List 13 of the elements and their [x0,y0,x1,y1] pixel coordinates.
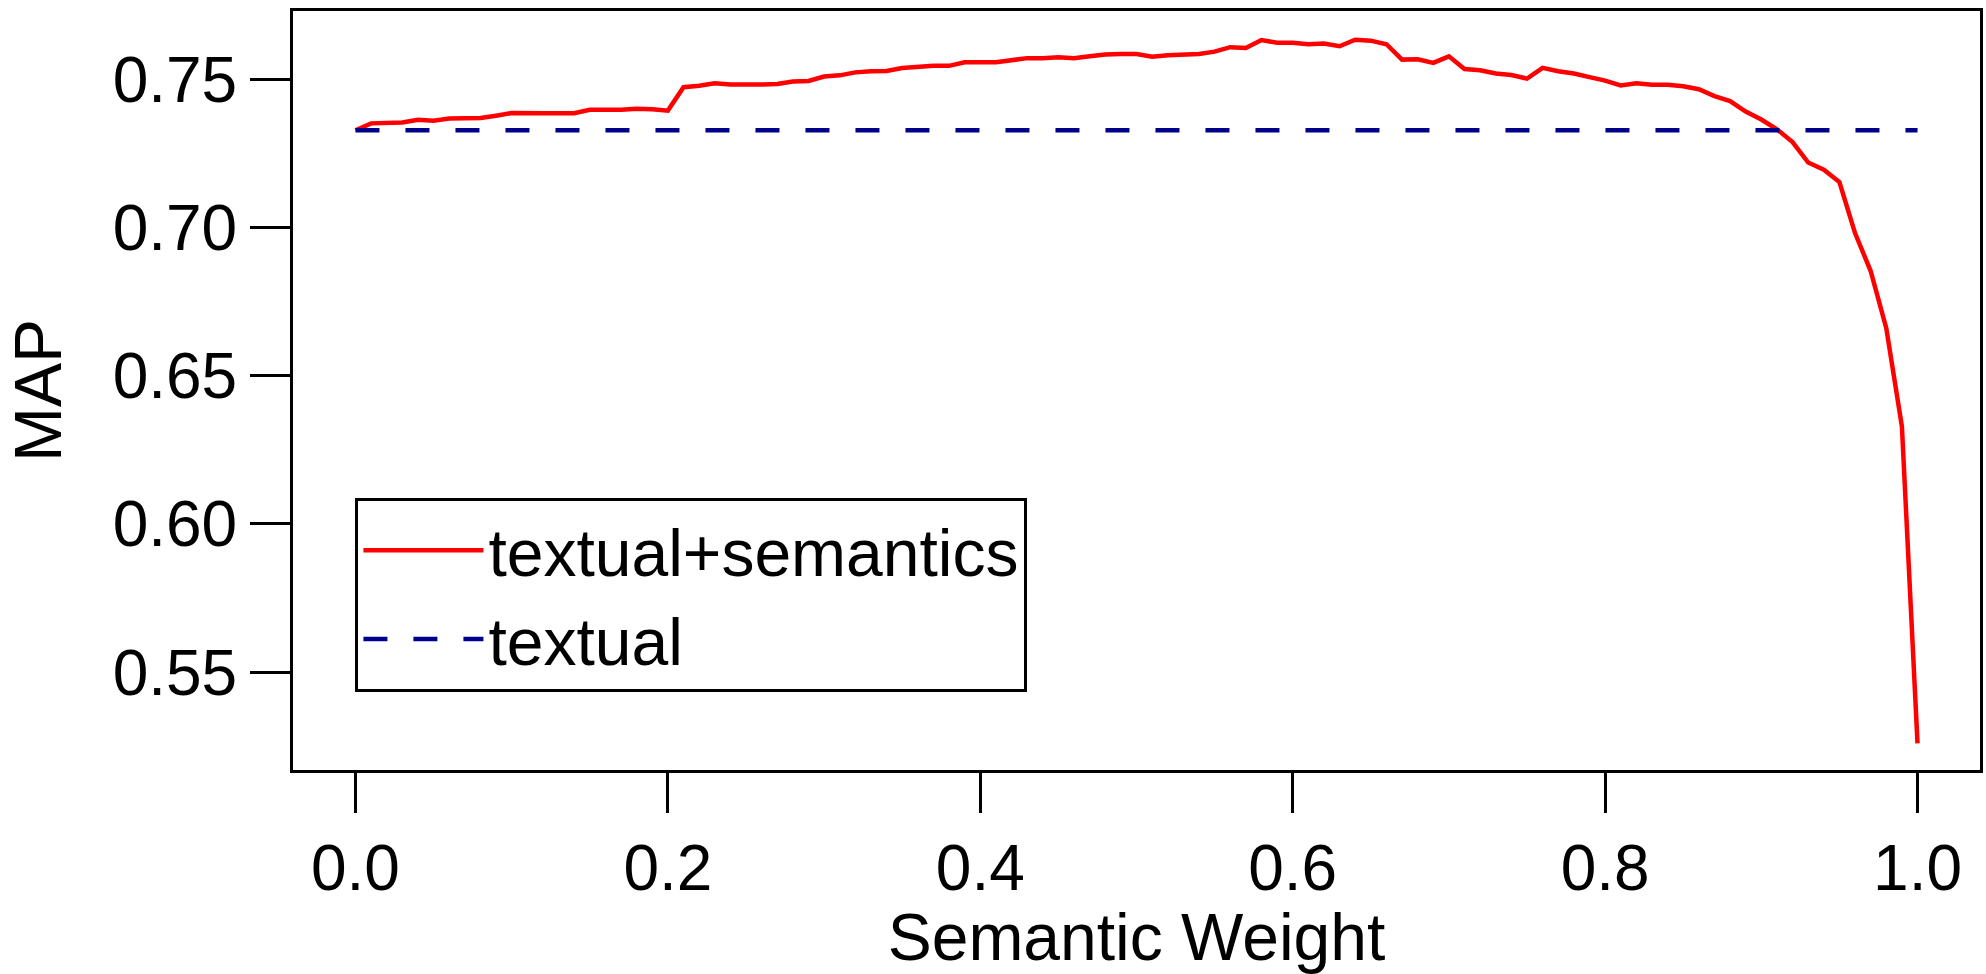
legend-label: textual+semantics [488,515,1019,590]
x-tick-label: 0.0 [311,831,400,904]
y-tick-label: 0.55 [112,636,238,709]
y-axis-title: MAP [1,318,76,463]
y-tick-label: 0.75 [112,43,238,116]
y-tick-label: 0.60 [112,488,238,561]
x-tick-label: 0.8 [1560,831,1650,904]
legend-label: textual [488,604,683,679]
x-tick-label: 0.2 [623,831,713,904]
x-tick-label: 1.0 [1873,831,1962,904]
y-tick-label: 0.65 [112,340,238,413]
y-tick-label: 0.70 [112,191,238,264]
line-series [353,37,1920,746]
